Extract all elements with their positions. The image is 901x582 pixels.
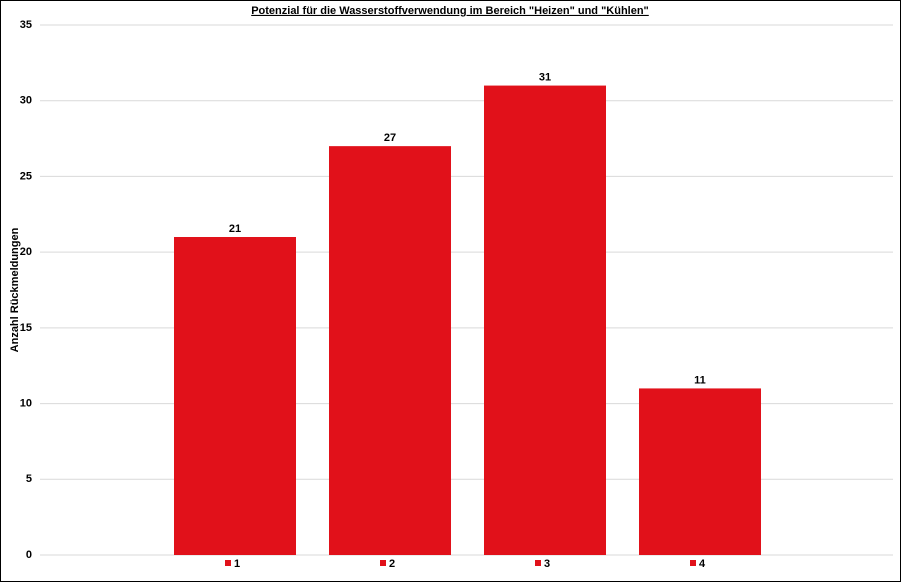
bar — [329, 146, 451, 555]
category-marker — [380, 560, 386, 566]
x-tick-label: 2 — [389, 558, 395, 570]
y-tick-label: 30 — [20, 95, 32, 107]
y-tick-label: 25 — [20, 170, 32, 182]
chart-title: Potenzial für die Wasserstoffverwendung … — [251, 5, 649, 17]
value-label: 11 — [694, 374, 706, 386]
bar — [639, 388, 761, 555]
x-tick-label: 1 — [234, 558, 240, 570]
category-marker — [535, 560, 541, 566]
y-tick-label: 10 — [20, 397, 32, 409]
category-marker — [690, 560, 696, 566]
bar — [484, 85, 606, 556]
y-tick-label: 20 — [20, 246, 32, 258]
y-tick-label: 0 — [26, 549, 32, 561]
category-marker — [225, 560, 231, 566]
x-tick-label: 3 — [544, 558, 550, 570]
x-tick-label: 4 — [699, 558, 706, 570]
value-label: 21 — [229, 223, 241, 235]
value-label: 31 — [539, 71, 551, 83]
y-tick-label: 15 — [20, 322, 32, 334]
value-label: 27 — [384, 132, 396, 144]
bar — [174, 237, 296, 555]
y-axis-label: Anzahl Rückmeldungen — [9, 227, 21, 352]
y-tick-label: 35 — [20, 19, 32, 31]
y-tick-label: 5 — [26, 473, 32, 485]
